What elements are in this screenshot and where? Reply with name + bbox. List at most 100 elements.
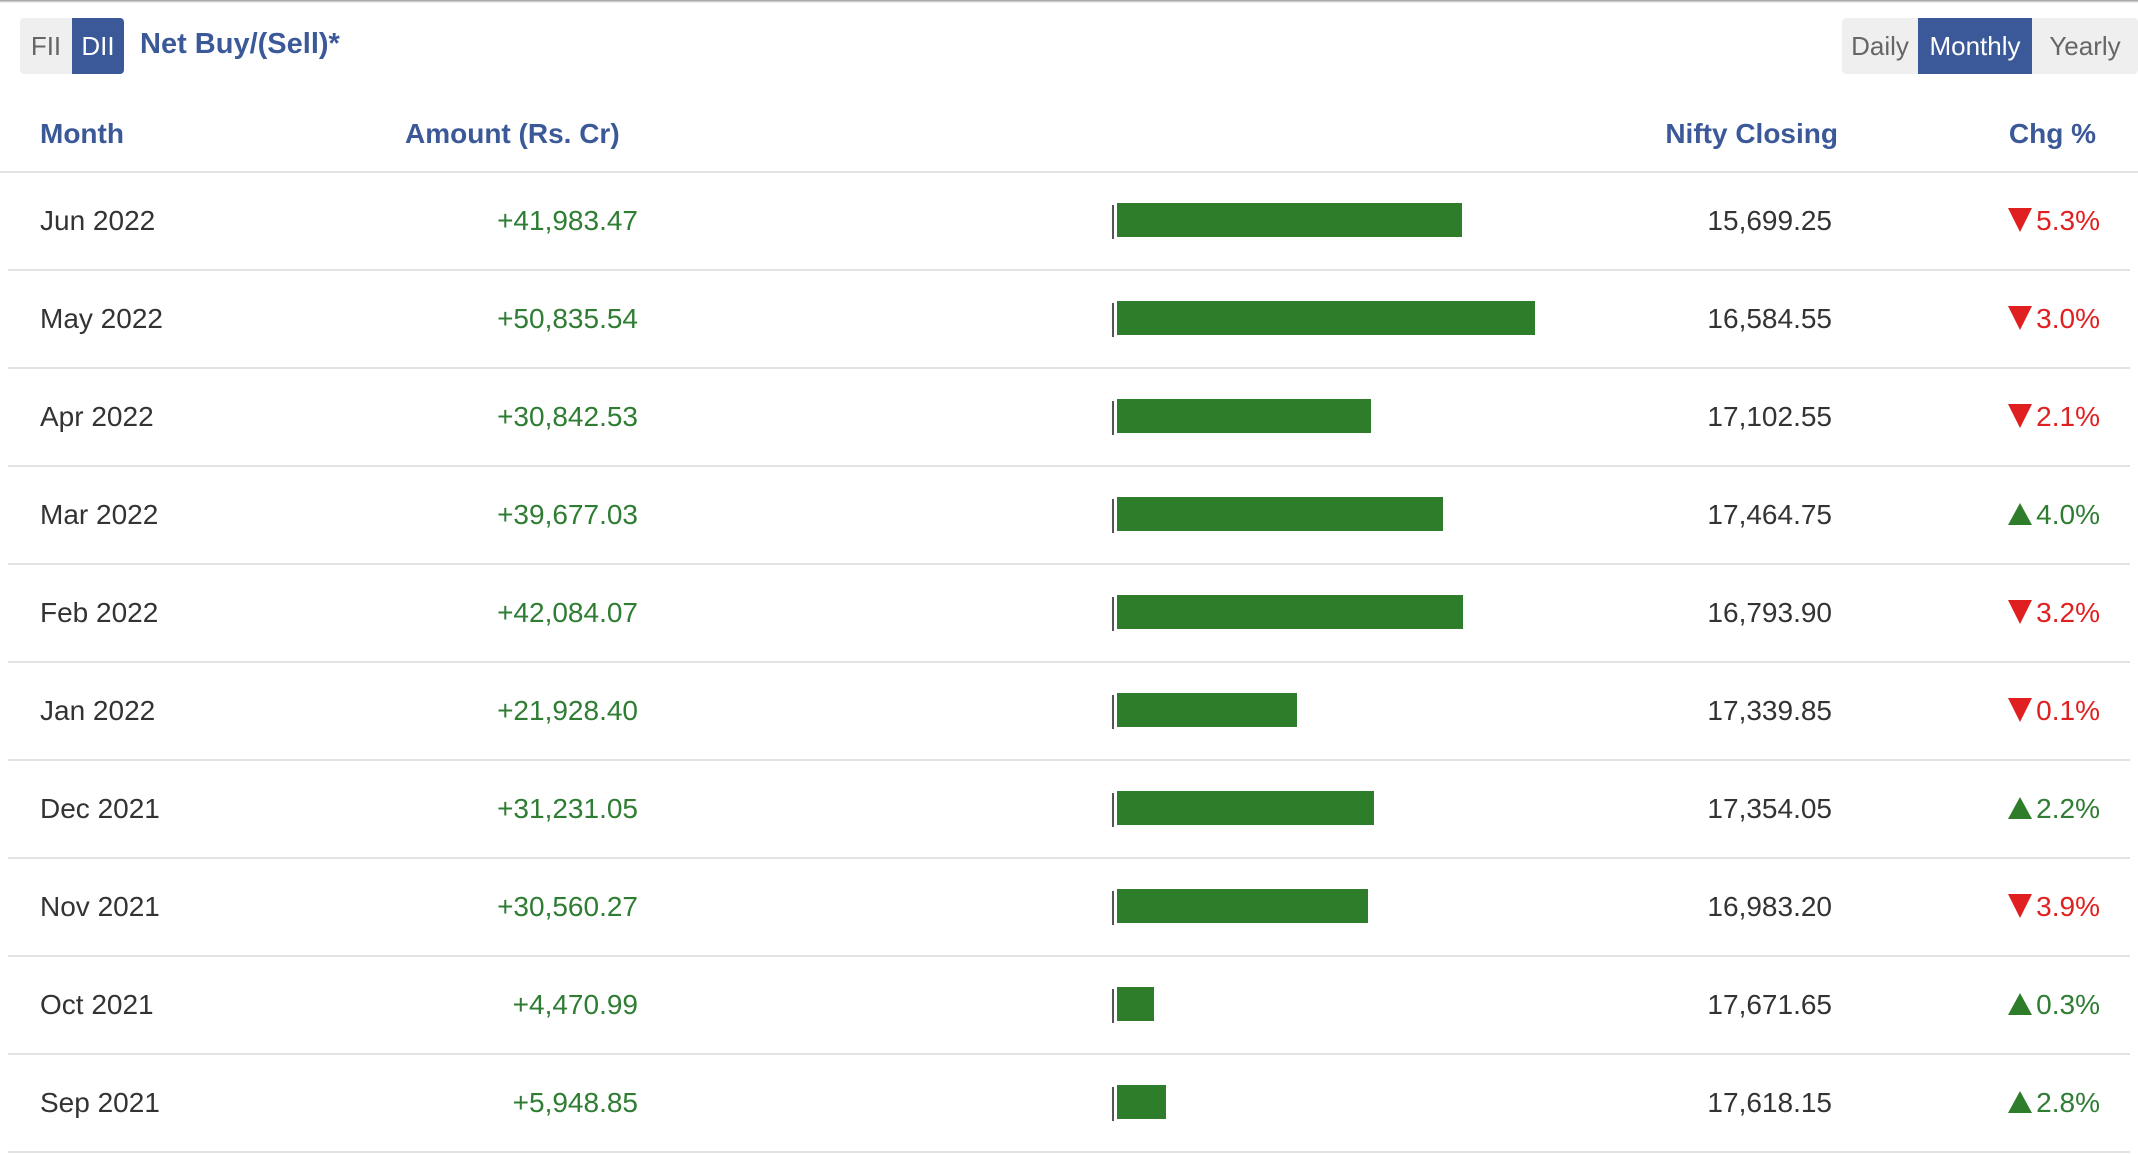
amount-bar <box>1117 1085 1166 1119</box>
change-percent-value: 0.1% <box>2036 695 2100 726</box>
top-shadow <box>0 0 2138 3</box>
cell-nifty-closing: 17,354.05 <box>1707 793 1832 824</box>
amount-bar <box>1117 693 1297 727</box>
change-percent-value: 2.1% <box>2036 401 2100 432</box>
view-title: Net Buy/(Sell)* <box>140 28 340 60</box>
cell-nifty-closing: 16,584.55 <box>1707 303 1832 334</box>
change-percent-value: 4.0% <box>2036 499 2100 530</box>
table-header: Month Amount (Rs. Cr) Nifty Closing Chg … <box>0 96 2138 173</box>
cell-amount: +4,470.99 <box>512 989 638 1020</box>
bar-axis-line <box>1112 401 1114 435</box>
cell-amount: +50,835.54 <box>497 303 638 334</box>
toggle-yearly[interactable]: Yearly <box>2049 30 2121 61</box>
period-toggle: Daily Monthly Yearly <box>1842 18 2138 74</box>
toggle-dii[interactable]: DII <box>72 18 124 74</box>
amount-bar <box>1117 399 1371 433</box>
cell-month: Jun 2022 <box>40 205 156 236</box>
cell-month: Sep 2021 <box>40 1087 160 1118</box>
bar-axis-line <box>1112 205 1114 239</box>
cell-change-percent: 3.2% <box>2008 565 2100 661</box>
triangle-down-icon <box>2008 599 2033 624</box>
cell-amount: +41,983.47 <box>497 205 638 236</box>
table-row: Feb 2022 +42,084.07 16,793.90 3.2% <box>8 565 2130 663</box>
triangle-down-icon <box>2008 893 2033 918</box>
table-row: Sep 2021 +5,948.85 17,618.15 2.8% <box>8 1055 2130 1153</box>
cell-change-percent: 2.8% <box>2008 1055 2100 1151</box>
cell-amount: +42,084.07 <box>497 597 638 628</box>
cell-change-percent: 4.0% <box>2008 467 2100 563</box>
change-percent-value: 0.3% <box>2036 989 2100 1020</box>
cell-month: Apr 2022 <box>40 401 154 432</box>
amount-bar <box>1117 203 1462 237</box>
bar-axis-line <box>1112 891 1114 925</box>
cell-nifty-closing: 17,339.85 <box>1707 695 1832 726</box>
cell-month: Mar 2022 <box>40 499 159 530</box>
cell-amount: +5,948.85 <box>512 1087 638 1118</box>
cell-month: Nov 2021 <box>40 891 160 922</box>
cell-nifty-closing: 17,464.75 <box>1707 499 1832 530</box>
cell-nifty-closing: 17,102.55 <box>1707 401 1832 432</box>
bar-axis-line <box>1112 793 1114 827</box>
cell-amount: +21,928.40 <box>497 695 638 726</box>
toolbar: FII DII Net Buy/(Sell)* Daily Monthly Ye… <box>0 0 2138 96</box>
change-percent-value: 5.3% <box>2036 205 2100 236</box>
cell-change-percent: 3.9% <box>2008 859 2100 955</box>
table-row: Dec 2021 +31,231.05 17,354.05 2.2% <box>8 761 2130 859</box>
amount-bar <box>1117 497 1443 531</box>
bar-axis-line <box>1112 695 1114 729</box>
amount-bar <box>1117 791 1374 825</box>
triangle-up-icon <box>2008 992 2033 1015</box>
cell-amount: +30,842.53 <box>497 401 638 432</box>
cell-nifty-closing: 15,699.25 <box>1707 205 1832 236</box>
cell-month: Oct 2021 <box>40 989 154 1020</box>
toggle-fii[interactable]: FII <box>30 30 62 61</box>
triangle-up-icon <box>2008 502 2033 525</box>
bar-axis-line <box>1112 499 1114 533</box>
bar-axis-line <box>1112 303 1114 337</box>
cell-month: Jan 2022 <box>40 695 156 726</box>
cell-month: Feb 2022 <box>40 597 159 628</box>
cell-amount: +39,677.03 <box>497 499 638 530</box>
amount-bar <box>1117 595 1463 629</box>
cell-change-percent: 3.0% <box>2008 271 2100 367</box>
table-row: May 2022 +50,835.54 16,584.55 3.0% <box>8 271 2130 369</box>
triangle-up-icon <box>2008 1090 2033 1113</box>
bar-axis-line <box>1112 1087 1114 1121</box>
cell-change-percent: 0.1% <box>2008 663 2100 759</box>
cell-change-percent: 2.1% <box>2008 369 2100 465</box>
cell-amount: +30,560.27 <box>497 891 638 922</box>
toggle-daily[interactable]: Daily <box>1851 30 1909 61</box>
cell-nifty-closing: 16,793.90 <box>1707 597 1832 628</box>
change-percent-value: 2.2% <box>2036 793 2100 824</box>
cell-nifty-closing: 17,618.15 <box>1707 1087 1832 1118</box>
column-header-nifty-closing[interactable]: Nifty Closing <box>1665 118 1838 149</box>
investor-toggle: FII DII <box>20 18 124 74</box>
table-row: Mar 2022 +39,677.03 17,464.75 4.0% <box>8 467 2130 565</box>
table-row: Jan 2022 +21,928.40 17,339.85 0.1% <box>8 663 2130 761</box>
cell-month: Dec 2021 <box>40 793 160 824</box>
cell-change-percent: 2.2% <box>2008 761 2100 857</box>
amount-bar <box>1117 889 1368 923</box>
cell-nifty-closing: 16,983.20 <box>1707 891 1832 922</box>
cell-month: May 2022 <box>40 303 163 334</box>
triangle-down-icon <box>2008 697 2033 722</box>
change-percent-value: 3.9% <box>2036 891 2100 922</box>
cell-change-percent: 0.3% <box>2008 957 2100 1053</box>
change-percent-value: 2.8% <box>2036 1087 2100 1118</box>
column-header-amount[interactable]: Amount (Rs. Cr) <box>405 118 620 149</box>
bar-axis-line <box>1112 597 1114 631</box>
triangle-down-icon <box>2008 305 2033 330</box>
change-percent-value: 3.0% <box>2036 303 2100 334</box>
bar-axis-line <box>1112 989 1114 1023</box>
column-header-month[interactable]: Month <box>40 118 124 149</box>
change-percent-value: 3.2% <box>2036 597 2100 628</box>
triangle-down-icon <box>2008 403 2033 428</box>
table-row: Nov 2021 +30,560.27 16,983.20 3.9% <box>8 859 2130 957</box>
amount-bar <box>1117 301 1535 335</box>
toggle-monthly[interactable]: Monthly <box>1918 18 2032 74</box>
triangle-up-icon <box>2008 796 2033 819</box>
column-header-change-percent[interactable]: Chg % <box>2008 118 2096 149</box>
cell-amount: +31,231.05 <box>497 793 638 824</box>
cell-nifty-closing: 17,671.65 <box>1707 989 1832 1020</box>
